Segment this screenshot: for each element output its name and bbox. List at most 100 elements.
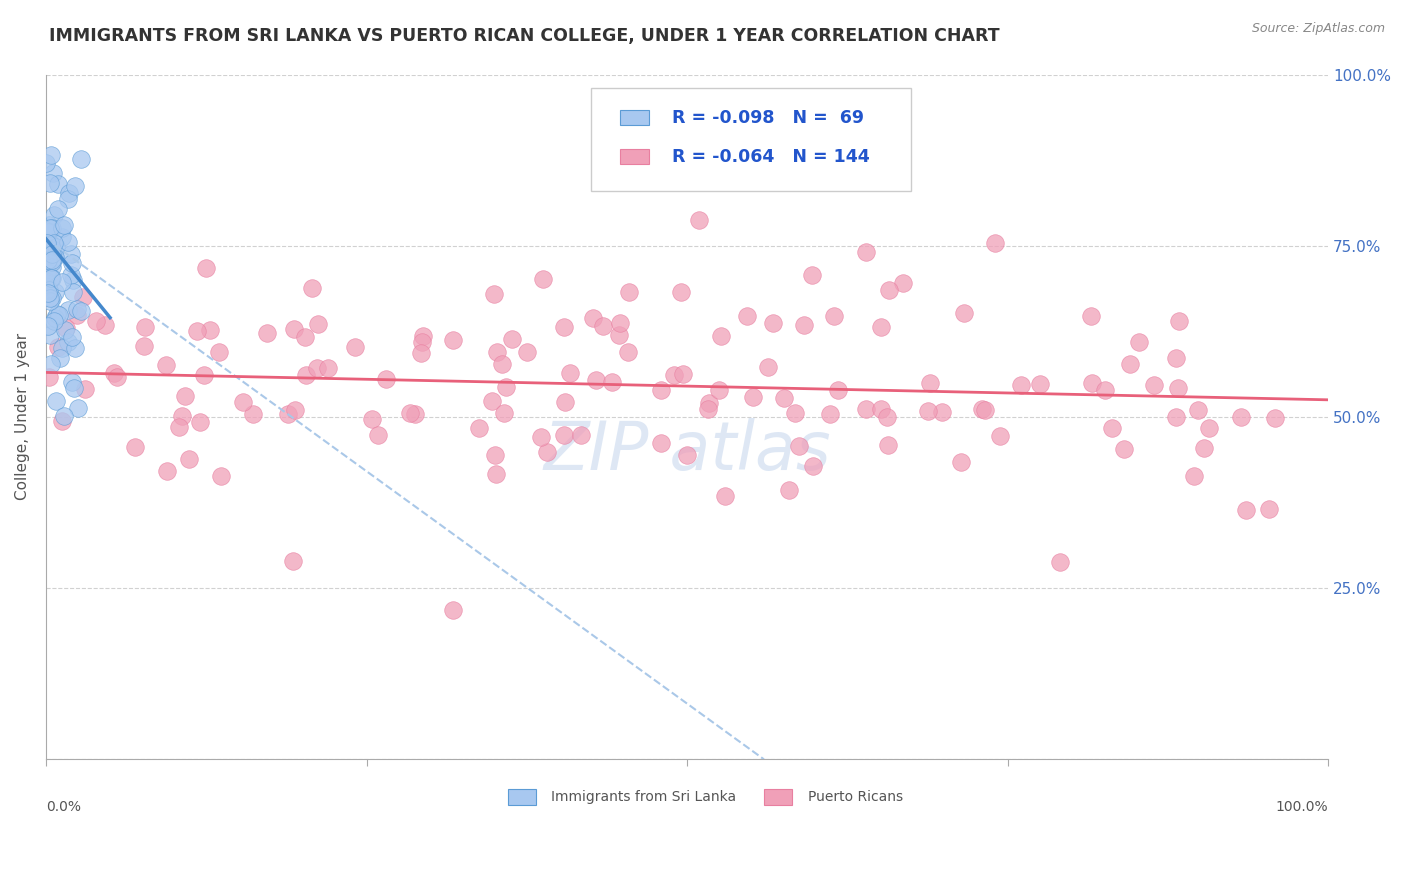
Point xyxy=(972,401,994,416)
Point xyxy=(619,285,641,299)
Point xyxy=(530,430,553,444)
Point xyxy=(307,318,329,332)
Point xyxy=(762,317,785,331)
Point xyxy=(662,368,685,382)
Point xyxy=(55,321,77,335)
Point xyxy=(787,439,810,453)
Point xyxy=(295,368,318,382)
Point xyxy=(66,401,89,415)
Point xyxy=(294,330,316,344)
Point xyxy=(66,308,89,322)
Point xyxy=(609,317,631,331)
Point xyxy=(617,345,640,359)
Point xyxy=(501,332,523,346)
Point xyxy=(531,272,554,286)
Point xyxy=(560,367,582,381)
Point xyxy=(38,283,60,297)
Point xyxy=(35,265,58,279)
Point xyxy=(485,344,508,359)
Point xyxy=(51,221,73,235)
Point xyxy=(93,318,115,333)
Point xyxy=(735,309,758,323)
Point xyxy=(209,469,232,483)
Point xyxy=(38,218,60,232)
Point xyxy=(58,186,80,200)
Point xyxy=(35,279,58,293)
Point xyxy=(877,438,900,452)
Point xyxy=(60,255,83,269)
Text: Source: ZipAtlas.com: Source: ZipAtlas.com xyxy=(1251,22,1385,36)
Point xyxy=(823,309,845,323)
Point xyxy=(70,152,93,166)
Point xyxy=(1081,376,1104,391)
Point xyxy=(1101,421,1123,435)
Point xyxy=(46,177,69,191)
Point xyxy=(38,327,60,342)
Point xyxy=(1234,502,1257,516)
Point xyxy=(855,244,877,259)
Point xyxy=(343,340,366,354)
Point xyxy=(37,282,59,296)
Y-axis label: College, Under 1 year: College, Under 1 year xyxy=(15,334,30,500)
Text: Immigrants from Sri Lanka: Immigrants from Sri Lanka xyxy=(551,790,737,804)
Point xyxy=(60,247,83,261)
Point xyxy=(404,407,426,421)
Point xyxy=(714,489,737,503)
Point xyxy=(232,395,254,409)
Point xyxy=(468,421,491,435)
Point xyxy=(918,376,941,391)
Point xyxy=(37,253,59,268)
Point xyxy=(399,406,422,420)
Point xyxy=(411,334,433,349)
Point xyxy=(793,318,815,332)
Point xyxy=(1119,357,1142,371)
Point xyxy=(66,301,89,316)
Text: 0.0%: 0.0% xyxy=(46,800,82,814)
Point xyxy=(37,236,59,251)
Point xyxy=(988,429,1011,443)
Point xyxy=(41,254,63,268)
Point xyxy=(41,260,63,275)
Point xyxy=(65,178,87,193)
Point xyxy=(367,428,389,442)
Point xyxy=(193,368,215,382)
Point xyxy=(37,319,59,334)
Point xyxy=(688,212,710,227)
Point xyxy=(48,308,70,322)
Point xyxy=(44,251,66,265)
Point xyxy=(41,220,63,235)
Point xyxy=(56,235,79,250)
Point xyxy=(441,334,464,348)
Point xyxy=(495,380,517,394)
Point xyxy=(569,428,592,442)
Point xyxy=(41,247,63,261)
FancyBboxPatch shape xyxy=(620,110,648,125)
Point xyxy=(1128,335,1150,350)
Point xyxy=(58,335,80,350)
FancyBboxPatch shape xyxy=(508,789,536,805)
Point xyxy=(1167,381,1189,395)
Point xyxy=(46,307,69,321)
Point xyxy=(35,274,58,288)
Point xyxy=(1198,421,1220,435)
Point xyxy=(1258,502,1281,516)
Point xyxy=(51,414,73,428)
Point xyxy=(51,341,73,355)
Point xyxy=(41,271,63,285)
Point xyxy=(173,389,195,403)
Point xyxy=(485,467,508,481)
Point xyxy=(48,340,70,354)
Text: Puerto Ricans: Puerto Ricans xyxy=(807,790,903,804)
Point xyxy=(207,345,229,359)
Point xyxy=(891,276,914,290)
Point xyxy=(1192,441,1215,455)
Point xyxy=(44,244,66,258)
Point xyxy=(877,283,900,297)
Point xyxy=(39,294,62,309)
Point xyxy=(482,287,505,301)
Point xyxy=(105,369,128,384)
Point xyxy=(707,383,730,397)
Point xyxy=(481,393,503,408)
Point xyxy=(855,402,877,417)
Point xyxy=(53,218,76,232)
